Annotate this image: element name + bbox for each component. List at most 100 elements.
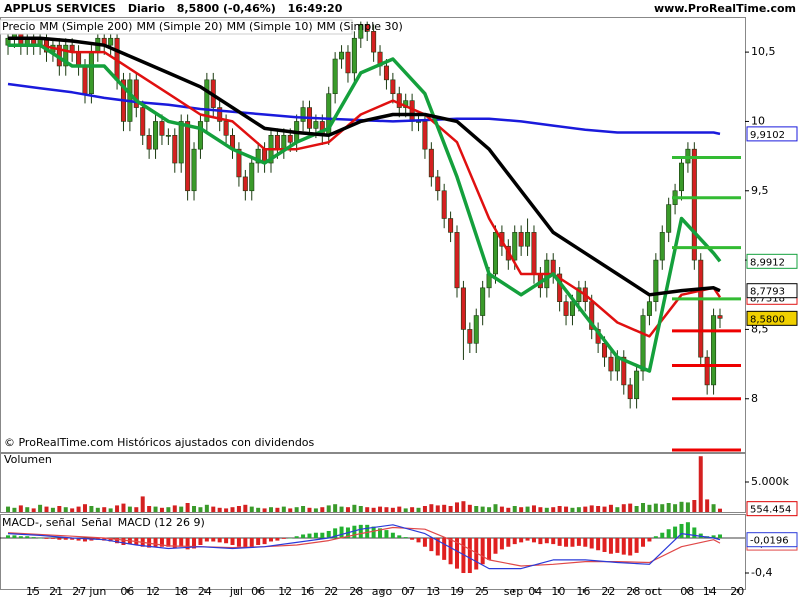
histogram-bar xyxy=(448,537,453,565)
histogram-bar xyxy=(326,530,331,538)
value-box xyxy=(746,126,798,142)
candle-body xyxy=(339,51,345,60)
candle-body xyxy=(313,121,319,129)
x-tick-label: 22 xyxy=(324,585,338,598)
volume-bar xyxy=(57,506,62,512)
value-label: 8,9912 xyxy=(750,257,785,268)
histogram-bar xyxy=(557,537,562,546)
histogram-bar xyxy=(159,537,164,547)
histogram-bar xyxy=(12,535,17,538)
histogram-bar xyxy=(320,532,325,538)
histogram-bar xyxy=(602,537,607,552)
histogram-bar xyxy=(57,537,62,540)
histogram-bar xyxy=(224,537,229,544)
histogram-bar xyxy=(717,534,722,538)
macd-panel xyxy=(0,514,746,590)
legend-entry: MACD (12 26 9) xyxy=(118,516,205,529)
candle-body xyxy=(448,218,454,233)
histogram-bar xyxy=(339,526,344,538)
legend-entry: MM (Simple 10) xyxy=(227,20,313,33)
volume-bar xyxy=(198,507,203,512)
histogram-bar xyxy=(416,537,421,543)
volume-bar xyxy=(320,507,325,512)
header-bar xyxy=(0,0,800,17)
line xyxy=(7,526,721,567)
volume-bar xyxy=(442,504,447,512)
candle-body xyxy=(640,315,646,372)
volume-bar xyxy=(422,506,427,512)
histogram-bar xyxy=(172,537,177,549)
volume-bar xyxy=(531,505,536,512)
histogram-bar xyxy=(313,532,318,538)
x-tick-label: 15 xyxy=(26,585,40,598)
histogram-bar xyxy=(307,533,312,538)
candle-body xyxy=(531,232,537,275)
volume-bar xyxy=(121,503,126,512)
volume-bar xyxy=(192,506,197,512)
x-tick-label: 25 xyxy=(475,585,489,598)
volume-bar xyxy=(50,507,55,512)
x-tick-label: 16 xyxy=(576,585,590,598)
candle-body xyxy=(659,232,665,261)
candle-body xyxy=(711,315,717,386)
candle-body xyxy=(140,107,146,136)
x-tick-label: 28 xyxy=(626,585,640,598)
volume-bar xyxy=(666,503,671,512)
candle-body xyxy=(108,37,114,46)
candle-body xyxy=(236,148,242,178)
candle-body xyxy=(153,121,159,150)
volume-bar xyxy=(358,506,363,512)
volume-bar xyxy=(153,506,158,512)
volume-bar xyxy=(378,506,383,512)
value-box xyxy=(746,310,798,326)
x-tick-label: 20 xyxy=(730,585,744,598)
candle-body xyxy=(576,287,582,302)
candle-body xyxy=(666,204,672,233)
histogram-bar xyxy=(243,537,248,548)
candle-body xyxy=(197,121,203,150)
candle-body xyxy=(390,79,396,95)
panel-title: Volumen xyxy=(4,453,52,466)
histogram-bar xyxy=(378,528,383,538)
x-tick-label: 16 xyxy=(301,585,315,598)
x-tick-label: 10 xyxy=(551,585,565,598)
annotation: © ProRealTime.com Históricos ajustados c… xyxy=(4,436,315,449)
volume-bar xyxy=(70,508,75,512)
volume-bar xyxy=(44,506,49,512)
histogram-bar xyxy=(63,537,68,540)
candle-body xyxy=(146,135,152,150)
candle-body xyxy=(679,162,685,192)
histogram-bar xyxy=(429,537,434,552)
histogram-bar xyxy=(371,526,376,538)
value-box xyxy=(746,283,798,299)
histogram-bar xyxy=(564,537,569,547)
x-tick-label: 06 xyxy=(251,585,265,598)
x-tick-label: 08 xyxy=(680,585,694,598)
histogram-bar xyxy=(6,535,11,538)
volume-bar xyxy=(685,502,690,512)
candle-body xyxy=(518,232,524,247)
candle-body xyxy=(242,176,248,192)
x-tick-label: 14 xyxy=(703,585,717,598)
candle-body xyxy=(364,24,370,32)
legend-entry: MM (Simple 20) xyxy=(136,20,222,33)
histogram-bar xyxy=(467,537,472,574)
histogram-bar xyxy=(365,524,370,538)
volume-bar xyxy=(564,506,569,512)
volume-bar xyxy=(217,507,222,512)
histogram-bar xyxy=(249,537,254,547)
histogram-bar xyxy=(153,537,158,547)
candle-body xyxy=(185,121,191,192)
header: APPLUS SERVICES Diario 8,5800 (-0,46%) 1… xyxy=(4,2,343,15)
volume-bar xyxy=(455,502,460,512)
volume-bar xyxy=(288,508,293,512)
volume-bar xyxy=(717,508,722,512)
histogram-bar xyxy=(410,537,415,540)
volume-bar xyxy=(390,507,395,512)
volume-bar xyxy=(647,504,652,512)
histogram-bar xyxy=(31,537,36,538)
histogram-bar xyxy=(455,537,460,569)
value-box xyxy=(746,501,798,517)
x-tick-label: 18 xyxy=(174,585,188,598)
value-label: -0,0196 xyxy=(750,536,789,547)
